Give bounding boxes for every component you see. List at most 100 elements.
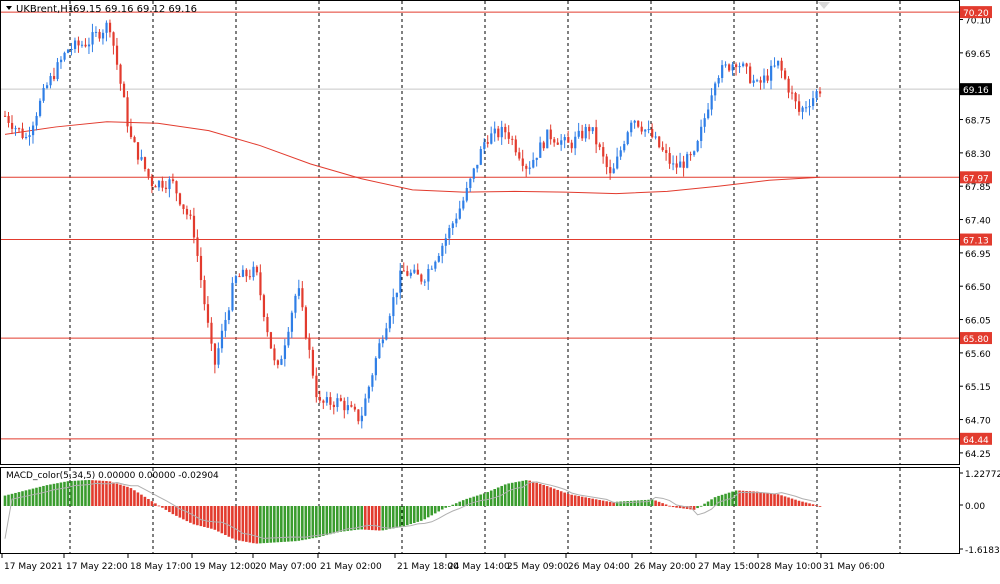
macd-bar [322,506,325,536]
macd-bar [370,506,374,531]
macd-bar [514,482,517,506]
macd-bar [818,506,822,507]
candle-body [777,60,780,66]
macd-bar [591,498,594,506]
macd-bar [308,506,311,539]
macd-bar [273,506,276,543]
candle-body [745,63,748,67]
candle-body [73,40,77,49]
candle-body [525,165,528,169]
macd-bar [143,496,147,506]
candle-body [14,128,17,130]
candle-body [703,118,706,127]
macd-bar [598,499,601,506]
macd-bar [276,506,280,543]
candle-body [192,215,196,238]
macd-bar [584,497,587,506]
macd-bar [633,500,636,506]
candle-body [462,200,465,209]
candle-body [171,179,175,182]
macd-bar [461,500,465,506]
macd-bar [423,506,427,520]
candle-body [514,139,517,153]
symbol-header[interactable]: UKBrent,H1 69.15 69.16 69.12 69.16 [6,4,197,15]
candle-body [742,63,745,67]
macd-bar [38,486,42,506]
candle-body [490,133,493,144]
x-tick-label: 20 May 07:00 [255,562,317,572]
macd-bar [168,506,171,513]
candle-body [238,276,241,278]
macd-bar [440,506,444,510]
macd-histogram [3,479,822,544]
macd-bar [703,503,706,506]
dropdown-triangle-icon[interactable] [6,6,12,10]
candle-body [560,140,563,145]
candle-body [763,75,766,83]
macd-bar [301,506,304,541]
candle-body [455,218,458,224]
macd-bar [339,506,343,532]
macd-bar [119,484,122,506]
level-price-tag [960,6,992,19]
candle-body [696,141,699,152]
candle-body [371,375,374,387]
macd-bar [126,486,129,506]
macd-bar [255,506,259,544]
level-price-label: 70.20 [963,9,989,19]
candle-body [311,349,315,376]
candle-body [227,310,231,320]
candle-body [497,128,500,138]
candle-body [812,98,815,107]
y-tick-label: 66.05 [965,317,991,327]
candle-body [147,169,150,177]
x-tick-label: 24 May 14:00 [448,562,510,572]
candle-body [665,150,668,154]
macd-bar [734,490,738,506]
candle-body [787,78,790,93]
candle-body [367,386,370,399]
macd-bar [220,506,224,534]
macd-bar [304,506,308,540]
macd-bar [154,503,157,506]
macd-bar [577,496,580,506]
macd-bar [713,497,717,506]
y-tick-label: 64.70 [965,417,991,427]
candle-body [119,64,122,84]
macd-bar [388,506,392,530]
candle-body [220,330,224,349]
candle-body [63,52,66,60]
chart-shift-marker-icon[interactable] [818,2,830,9]
candle-body [553,139,556,143]
macd-bar [49,484,52,506]
macd-bar [570,494,573,506]
macd-plot-frame [0,467,960,554]
candle-body [392,297,395,317]
x-tick-label: 21 May 18:00 [397,562,459,572]
candle-body [409,272,412,276]
candle-body [308,338,311,350]
macd-bar [790,498,794,506]
candle-body [511,138,514,140]
candle-body [563,137,566,141]
macd-bar [797,500,801,506]
candle-body [602,147,605,157]
macd-bar [531,481,535,506]
candle-body [801,107,804,112]
macd-bar [147,498,150,506]
candle-body [448,228,451,239]
symbol-label: UKBrent,H1 [16,4,74,15]
macd-bar [804,502,808,506]
y-tick-label: 66.50 [965,283,991,293]
macd-bar [794,499,797,506]
candle-body [294,295,297,313]
macd-bar [384,506,388,530]
candle-body [542,142,545,149]
candle-body [301,288,304,308]
candle-body [287,331,290,346]
macd-bar [329,506,332,535]
candle-body [556,142,559,145]
macd-bar [503,484,507,506]
